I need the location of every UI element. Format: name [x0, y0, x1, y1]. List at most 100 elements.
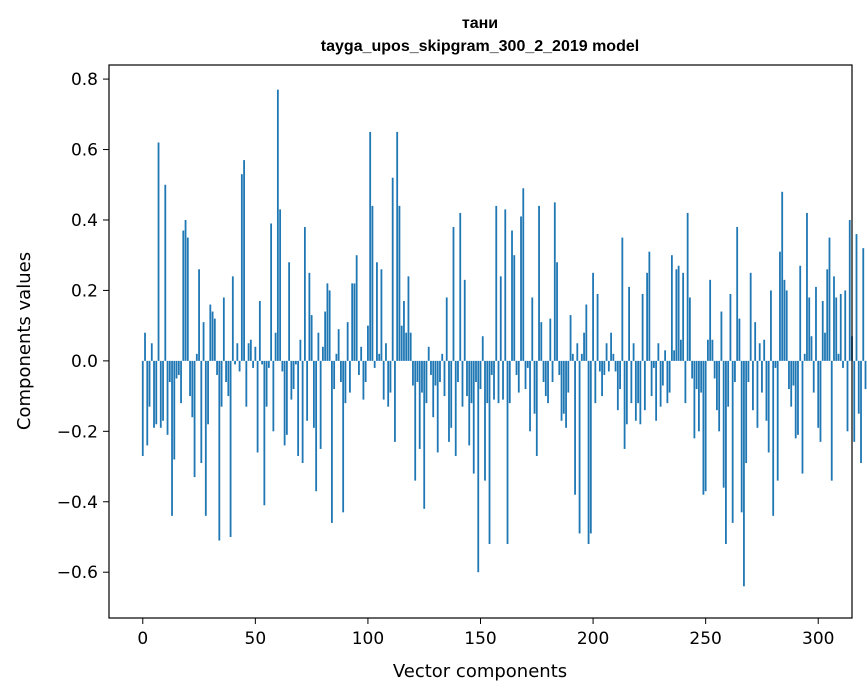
bar	[830, 360, 833, 481]
bar	[801, 360, 804, 474]
bar	[553, 202, 556, 361]
bar	[490, 360, 493, 375]
bar	[817, 360, 820, 428]
bar	[652, 360, 655, 368]
bar	[310, 315, 313, 361]
bar	[616, 360, 619, 411]
bar	[315, 360, 318, 492]
bar	[515, 360, 518, 375]
bar	[819, 360, 822, 442]
bar	[779, 251, 781, 361]
bar	[231, 276, 234, 361]
bar	[686, 212, 689, 361]
bar	[308, 272, 311, 361]
bar	[425, 360, 428, 404]
bar	[776, 360, 779, 481]
bar	[371, 205, 374, 361]
bar	[754, 322, 757, 361]
bar	[839, 293, 842, 361]
bar	[529, 360, 531, 432]
bar	[405, 332, 408, 361]
bar	[249, 339, 252, 361]
y-tick-label: 0.2	[71, 281, 98, 301]
bar	[247, 343, 250, 361]
x-tick-label: 300	[802, 629, 834, 649]
bar	[533, 360, 536, 414]
bar	[328, 290, 331, 361]
bar	[758, 343, 761, 361]
bar	[542, 360, 545, 382]
bar	[783, 279, 786, 361]
bar	[668, 360, 671, 393]
bar	[857, 360, 860, 414]
bar	[484, 360, 486, 481]
y-tick-label: −0.6	[57, 563, 98, 583]
bar	[601, 360, 603, 397]
bar	[526, 360, 529, 368]
bar	[472, 360, 475, 474]
bar	[693, 360, 696, 439]
bar	[470, 360, 473, 404]
bar	[193, 360, 196, 478]
bar	[337, 329, 340, 361]
bar	[628, 286, 630, 361]
bar	[207, 360, 209, 425]
bar	[580, 353, 583, 361]
bar	[281, 360, 284, 372]
bar	[549, 318, 552, 361]
bar	[846, 360, 849, 432]
bar	[522, 188, 525, 361]
bar	[488, 360, 491, 545]
bar	[860, 360, 862, 464]
bar	[765, 360, 768, 421]
bar	[439, 360, 441, 382]
bar	[144, 332, 146, 361]
bar	[794, 360, 797, 439]
bar	[614, 360, 617, 372]
bar	[351, 283, 354, 361]
bar	[826, 269, 829, 361]
bar	[499, 276, 502, 361]
bar	[520, 216, 522, 361]
bar	[267, 360, 270, 368]
bar	[459, 212, 462, 361]
bar	[797, 360, 799, 435]
bar	[772, 360, 775, 516]
bar	[713, 360, 716, 379]
bar	[254, 346, 257, 361]
bar	[211, 311, 214, 361]
bar	[312, 360, 315, 428]
bar	[475, 360, 477, 382]
bar	[740, 360, 743, 513]
bar	[407, 276, 410, 361]
bar	[454, 360, 457, 456]
bar	[731, 360, 734, 523]
bar	[209, 304, 212, 361]
x-tick-label: 150	[464, 629, 496, 649]
bar	[607, 360, 610, 372]
bar	[569, 315, 572, 361]
bar	[574, 360, 576, 495]
bar	[346, 322, 349, 361]
bar	[355, 255, 358, 361]
chart-title-line1: тани	[462, 15, 498, 32]
bar	[245, 360, 248, 407]
bar	[321, 346, 324, 361]
bar	[718, 360, 721, 432]
bar	[155, 360, 158, 425]
bar	[157, 142, 160, 361]
bar	[369, 131, 372, 361]
y-tick-label: 0.8	[71, 70, 98, 90]
bar	[220, 360, 223, 407]
bar	[738, 318, 741, 361]
bar	[517, 360, 520, 393]
bar	[547, 360, 549, 404]
bar	[378, 353, 381, 361]
bar	[508, 360, 511, 404]
bar	[688, 297, 691, 361]
bar	[294, 360, 297, 365]
bar	[725, 360, 727, 545]
bar	[258, 300, 261, 361]
x-axis-label: Vector components	[393, 661, 567, 682]
bar	[619, 360, 621, 390]
